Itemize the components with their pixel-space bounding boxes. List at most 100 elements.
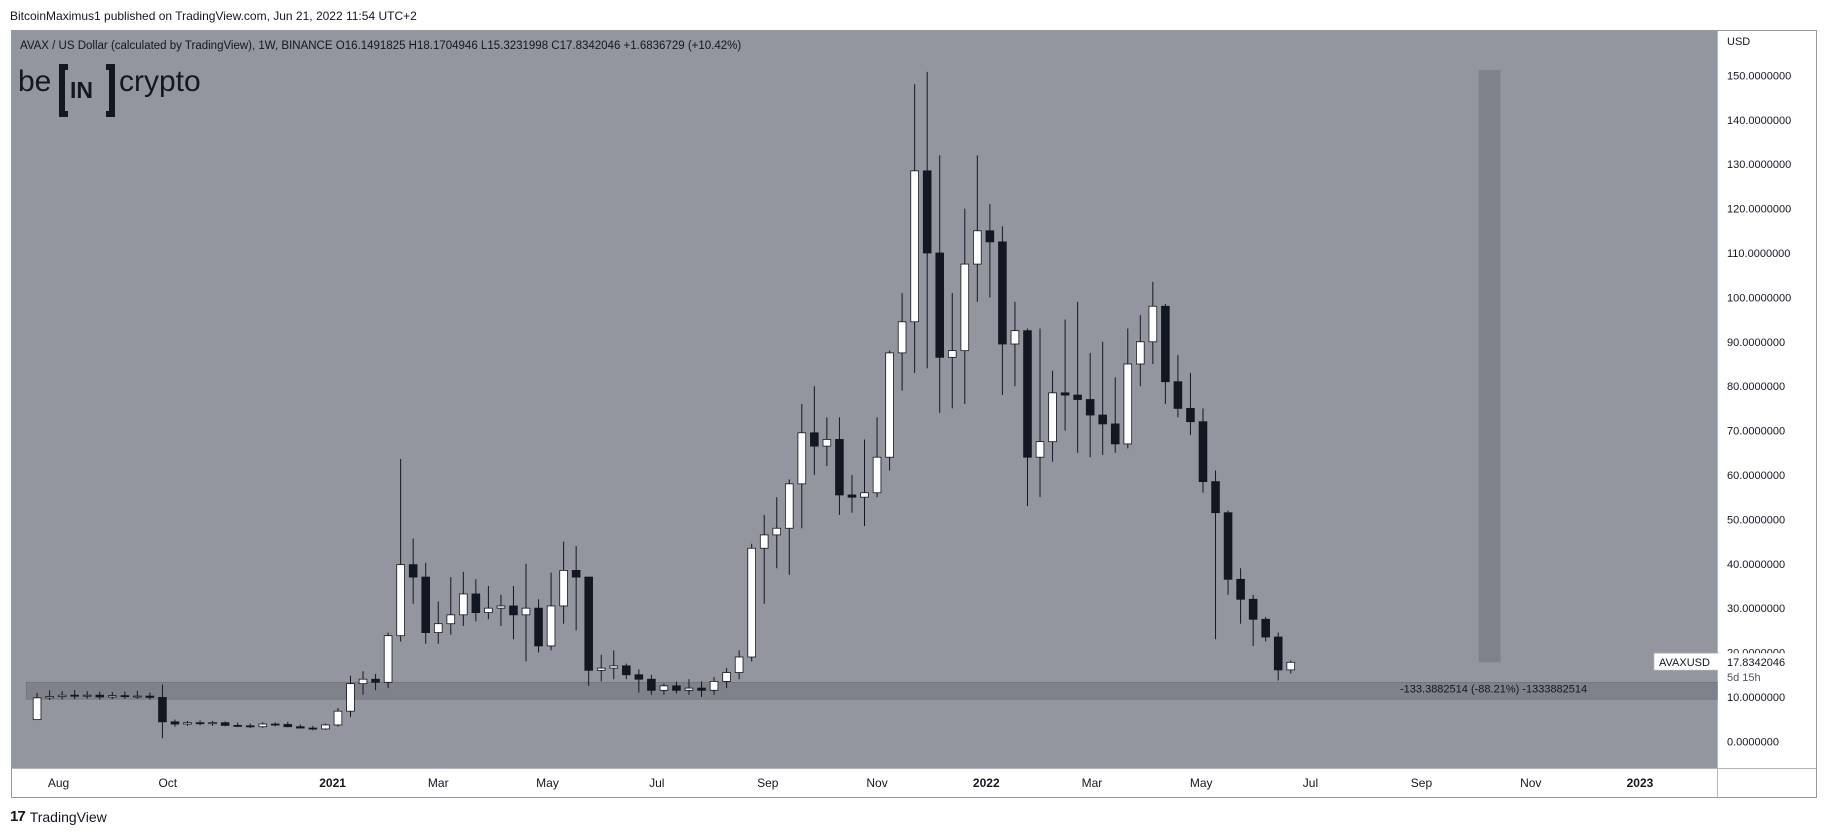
candle-body [797, 432, 807, 485]
price-tick-label: 110.0000000 [1727, 248, 1790, 260]
price-tick-label: 130.0000000 [1727, 159, 1791, 171]
candle-body [258, 723, 268, 728]
candle-body [998, 241, 1007, 345]
price-tick-label: 10.0000000 [1727, 692, 1785, 704]
candle-body [208, 722, 217, 725]
candle-body [985, 230, 995, 243]
candle-body [1173, 381, 1183, 409]
candle-body [183, 722, 192, 725]
candle-body [421, 576, 430, 633]
symbol-tag: AVAXUSD [1659, 657, 1710, 669]
candle-body [1085, 399, 1095, 416]
price-tick-label: 80.0000000 [1727, 381, 1785, 393]
candle-body [910, 170, 919, 323]
candle-body [1010, 330, 1020, 345]
candle-body [1236, 578, 1245, 600]
footer: 17 TradingView [10, 808, 107, 825]
candle-body [722, 672, 731, 682]
candle-body [321, 724, 330, 730]
candle-body [697, 687, 706, 691]
candle-body [45, 696, 54, 699]
candle-body [1048, 392, 1057, 443]
candle-body [283, 724, 293, 728]
candle-body [358, 678, 368, 685]
high-label: H [409, 40, 417, 52]
time-tick-label: Nov [1520, 776, 1541, 790]
candle-body [1023, 330, 1032, 458]
bar-countdown: 5d 15h [1727, 672, 1761, 684]
candle-body [408, 564, 418, 578]
candle-body [145, 695, 155, 698]
time-tick-label: Sep [757, 776, 779, 790]
price-tick-label: 100.0000000 [1727, 292, 1791, 304]
time-tick-label: Sep [1411, 776, 1433, 790]
candle-body [459, 593, 468, 616]
close-value: 17.8342046 [560, 40, 624, 52]
candle-body [70, 694, 79, 697]
candle-body [609, 665, 619, 669]
candle-body [509, 605, 518, 616]
candlestick-chart[interactable]: -133.3882514 (-88.21%) -1333882514 USD 0.0… [12, 31, 1816, 797]
candle-body [1148, 305, 1158, 343]
candle-body [158, 697, 167, 723]
candle-body [571, 570, 581, 578]
candle-body [1098, 414, 1107, 425]
candle-body [32, 697, 42, 721]
candle-body [1060, 392, 1070, 396]
logo-text-right: crypto [119, 65, 201, 98]
change-value: +1.6836729 (+10.42%) [624, 40, 742, 52]
candle-body [82, 694, 92, 697]
candle-body [346, 683, 355, 712]
candle-body [584, 576, 593, 671]
candle-body [922, 170, 932, 254]
candle-body [1261, 618, 1270, 638]
candle-body [521, 607, 531, 616]
candle-body [684, 687, 694, 691]
candle-body [772, 527, 782, 536]
candle-body [120, 695, 130, 698]
candle-body [371, 678, 380, 683]
chart-title: AVAX / US Dollar (calculated by TradingV… [20, 40, 333, 52]
time-tick-label: Jul [649, 776, 664, 790]
price-tick-label: 40.0000000 [1727, 559, 1785, 571]
candle-body [233, 724, 242, 727]
tradingview-logo-icon: 17 [10, 808, 26, 825]
candle-body [1273, 636, 1283, 671]
price-tick-label: 120.0000000 [1727, 204, 1791, 216]
time-tick-label: Jul [1303, 776, 1318, 790]
price-tick-label: 140.0000000 [1727, 115, 1791, 127]
high-value: 18.1704946 [417, 40, 481, 52]
low-value: 15.3231998 [487, 40, 551, 52]
measurement-bar [1478, 70, 1501, 663]
open-value: 16.1491825 [345, 40, 409, 52]
candle-body [847, 494, 857, 498]
price-tick-label: 70.0000000 [1727, 426, 1785, 438]
candle-body [647, 678, 656, 691]
candle-body [835, 439, 844, 496]
candle-body [634, 674, 644, 680]
support-zone [25, 681, 1718, 700]
price-tick-label: 150.0000000 [1727, 70, 1791, 82]
logo-text-middle: IN [70, 77, 93, 103]
candle-body [822, 439, 832, 447]
candle-body [559, 570, 568, 607]
candle-body [885, 352, 894, 458]
candle-body [1286, 661, 1296, 671]
price-tag-box [1718, 653, 1816, 688]
candle-body [596, 667, 606, 671]
candle-body [1161, 305, 1170, 383]
measurement-label: -133.3882514 (-88.21%) -1333882514 [1400, 683, 1587, 695]
chart-frame: -133.3882514 (-88.21%) -1333882514 USD 0.0… [11, 30, 1817, 798]
candle-body [1186, 407, 1195, 423]
publisher-line: BitcoinMaximus1 published on TradingView… [10, 9, 417, 23]
candle-body [734, 656, 744, 673]
time-tick-label: Mar [428, 776, 449, 790]
candle-body [433, 623, 443, 633]
candle-body [245, 725, 255, 728]
candle-body [810, 432, 819, 447]
candle-body [333, 710, 343, 726]
time-tick-label: Oct [158, 776, 177, 790]
candle-body [270, 723, 280, 726]
candle-body [759, 534, 769, 549]
candle-body [659, 685, 669, 691]
